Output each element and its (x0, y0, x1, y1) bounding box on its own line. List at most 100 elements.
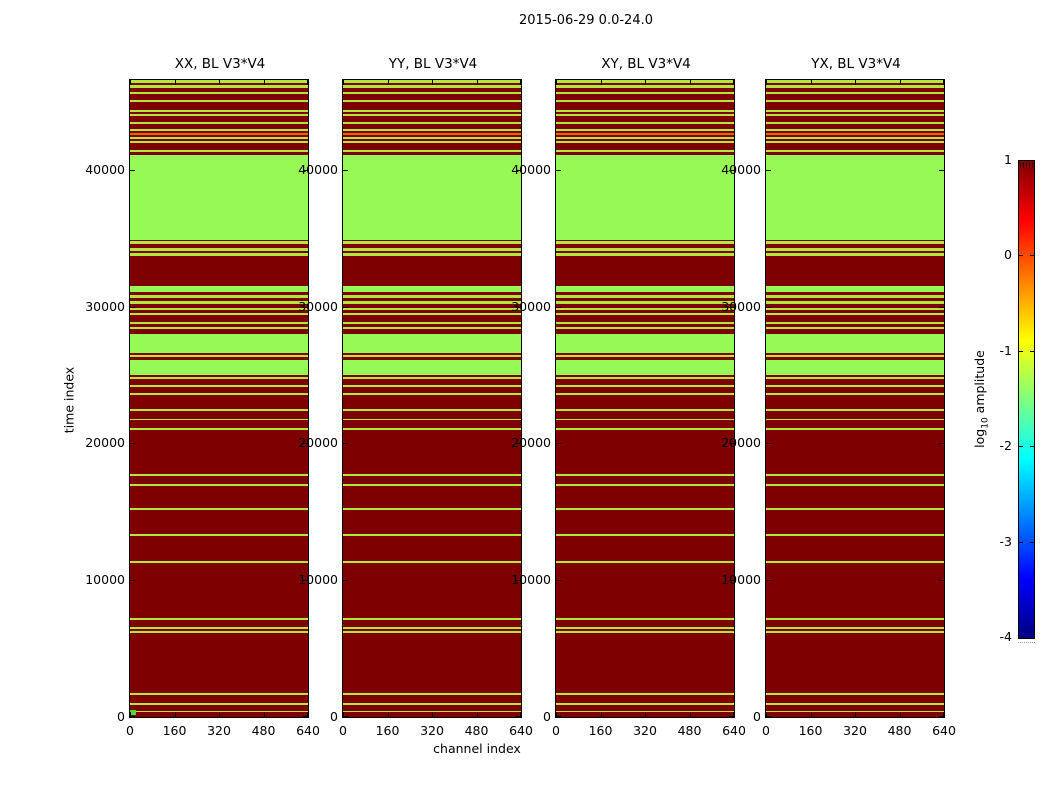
heatmap-band (343, 418, 521, 421)
heatmap-band (130, 128, 308, 131)
heatmap-band (766, 334, 944, 354)
heatmap-band (130, 154, 308, 241)
heatmap-band (343, 627, 521, 630)
heatmap-band (556, 327, 734, 330)
heatmap-band (130, 618, 308, 621)
colorbar-tick-mark (1030, 350, 1034, 352)
tick-mark (733, 80, 734, 85)
heatmap-band (343, 308, 521, 311)
heatmap-band (556, 561, 734, 564)
x-tick-label: 160 (162, 723, 187, 738)
tick-mark (943, 80, 944, 85)
heatmap-band (556, 295, 734, 299)
heatmap-band (343, 295, 521, 299)
heatmap-band (130, 252, 308, 257)
tick-mark (343, 712, 344, 717)
heatmap-band (343, 128, 521, 131)
tick-mark (130, 80, 131, 85)
heatmap-band (343, 710, 521, 713)
tick-mark (766, 80, 767, 85)
heatmap-band (556, 301, 734, 305)
heatmap-band (130, 132, 308, 135)
heatmap-band (766, 121, 944, 124)
tick-mark (939, 307, 944, 308)
heatmap-band (556, 334, 734, 354)
heatmap-band (766, 136, 944, 139)
tick-mark (811, 712, 812, 717)
tick-mark (130, 712, 131, 717)
x-tick-label: 640 (296, 723, 320, 738)
heatmap-band (343, 252, 521, 257)
tick-mark (729, 170, 734, 171)
heatmap-band (130, 322, 308, 325)
heatmap-plot-area (555, 79, 735, 718)
figure-title: 2015-06-29 0.0-24.0 (519, 13, 653, 28)
heatmap-band (343, 241, 521, 244)
x-tick-label: 160 (375, 723, 400, 738)
panel-title: YY, BL V3*V4 (388, 56, 478, 72)
colorbar-label-sub: 10 (980, 417, 991, 429)
heatmap-band (556, 703, 734, 706)
tick-mark (939, 580, 944, 581)
heatmap-band (130, 149, 308, 152)
heatmap-band (343, 533, 521, 536)
heatmap-band (343, 393, 521, 396)
heatmap-band (766, 355, 944, 358)
heatmap-band (343, 136, 521, 139)
heatmap-band (766, 248, 944, 251)
heatmap-band (343, 327, 521, 330)
tick-mark (811, 80, 812, 85)
heatmap-band (766, 241, 944, 244)
tick-mark (556, 712, 557, 717)
heatmap-band (766, 703, 944, 706)
heatmap-band (343, 113, 521, 116)
tick-mark (307, 712, 308, 717)
colorbar-tick-mark (1019, 446, 1023, 448)
heatmap-band (556, 618, 734, 621)
heatmap-band (130, 427, 308, 430)
tick-mark (766, 716, 771, 717)
heatmap-band (343, 132, 521, 135)
heatmap-band (766, 393, 944, 396)
heatmap-band (556, 91, 734, 94)
tick-mark (520, 712, 521, 717)
heatmap-band (766, 286, 944, 293)
heatmap-band (766, 377, 944, 380)
tick-mark (343, 443, 348, 444)
tick-mark (130, 307, 135, 308)
heatmap-band (556, 149, 734, 152)
heatmap-band (766, 385, 944, 387)
tick-mark (900, 80, 901, 85)
heatmap-band (766, 631, 944, 634)
colorbar-tick-mark (1019, 350, 1023, 352)
tick-mark (556, 80, 557, 85)
heatmap-band (556, 385, 734, 387)
heatmap-band (343, 385, 521, 387)
tick-mark (388, 712, 389, 717)
heatmap-band (130, 334, 308, 354)
x-tick-label: 320 (420, 723, 444, 738)
tick-mark (520, 80, 521, 85)
heatmap-band (130, 100, 308, 102)
heatmap-band (766, 507, 944, 510)
heatmap-band (343, 355, 521, 358)
tick-mark (766, 712, 767, 717)
tick-mark (477, 80, 478, 85)
x-tick-label: 320 (843, 723, 867, 738)
x-tick-label: 0 (126, 723, 134, 738)
tick-mark (556, 170, 561, 171)
heatmap-band (343, 110, 521, 112)
heatmap-band (130, 377, 308, 380)
colorbar-tick-label: 1 (1004, 152, 1012, 167)
y-tick-label: 10000 (298, 572, 338, 588)
tick-mark (729, 443, 734, 444)
tick-mark (645, 712, 646, 717)
heatmap-band (556, 154, 734, 241)
x-tick-label: 480 (677, 723, 702, 738)
heatmap-band (556, 136, 734, 139)
heatmap-band (130, 295, 308, 299)
heatmap-band (556, 252, 734, 257)
heatmap-band (343, 631, 521, 634)
tick-mark (343, 307, 348, 308)
tick-mark (264, 80, 265, 85)
